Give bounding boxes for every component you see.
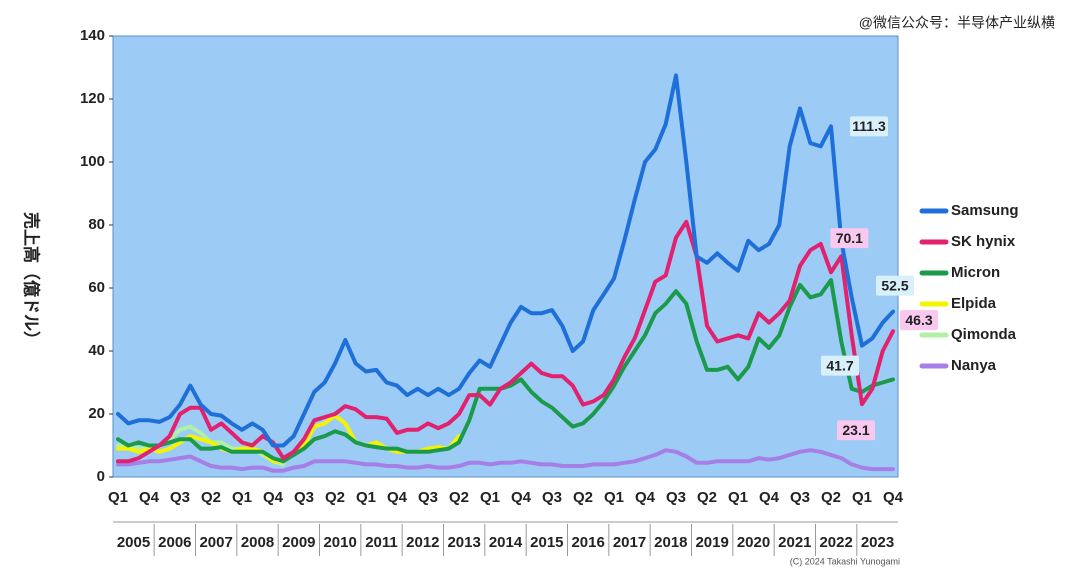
y-tick-label: 120 [80, 90, 105, 107]
year-label: 2018 [654, 534, 687, 551]
legend-label: Elpida [951, 295, 997, 312]
x-tick-label: Q1 [480, 489, 500, 506]
y-tick-label: 100 [80, 153, 105, 170]
x-tick-label: Q2 [821, 489, 841, 506]
value-label-box [821, 355, 859, 376]
year-label: 2005 [117, 534, 150, 551]
legend-label: Nanya [951, 357, 997, 374]
value-label: 111.3 [852, 118, 886, 134]
value-label-box [837, 420, 875, 441]
year-label: 2006 [158, 534, 191, 551]
legend-label: SK hynix [951, 233, 1016, 250]
watermark: @微信公众号：半导体产业纵横 [859, 15, 1055, 31]
year-label: 2008 [241, 534, 274, 551]
year-label: 2022 [819, 534, 852, 551]
y-tick-label: 140 [80, 27, 105, 44]
x-tick-label: Q4 [883, 489, 904, 506]
legend-label: Qimonda [951, 326, 1017, 343]
x-tick-label: Q3 [542, 489, 562, 506]
x-tick-label: Q1 [604, 489, 624, 506]
value-label: 41.7 [826, 357, 853, 373]
year-label: 2016 [571, 534, 604, 551]
x-tick-label: Q3 [790, 489, 810, 506]
y-tick-label: 80 [88, 216, 105, 233]
value-label: 46.3 [905, 312, 932, 328]
y-tick-label: 40 [88, 342, 105, 359]
y-tick-label: 20 [88, 405, 105, 422]
legend-label: Samsung [951, 202, 1019, 219]
x-tick-label: Q2 [573, 489, 593, 506]
year-label: 2023 [861, 534, 894, 551]
year-label: 2009 [282, 534, 315, 551]
legend-label: Micron [951, 264, 1000, 281]
y-tick-label: 0 [97, 468, 105, 485]
x-tick-label: Q1 [232, 489, 252, 506]
x-tick-label: Q4 [511, 489, 532, 506]
x-tick-label: Q4 [635, 489, 656, 506]
plot-area [112, 35, 899, 478]
year-label: 2021 [778, 534, 811, 551]
year-label: 2017 [613, 534, 646, 551]
credit: (C) 2024 Takashi Yunogami [790, 556, 900, 566]
value-label-box [830, 228, 869, 249]
x-tick-label: Q2 [449, 489, 469, 506]
value-label-box [850, 116, 888, 137]
year-label: 2019 [695, 534, 728, 551]
x-tick-label: Q3 [666, 489, 686, 506]
x-tick-label: Q4 [263, 489, 284, 506]
x-tick-label: Q1 [728, 489, 748, 506]
value-label-box [900, 310, 938, 331]
x-tick-label: Q3 [418, 489, 438, 506]
year-label: 2015 [530, 534, 563, 551]
x-tick-label: Q4 [139, 489, 160, 506]
x-tick-label: Q3 [170, 489, 190, 506]
year-label: 2007 [199, 534, 232, 551]
x-tick-label: Q1 [356, 489, 376, 506]
year-label: 2014 [489, 534, 523, 551]
x-tick-label: Q2 [697, 489, 717, 506]
value-label-box [876, 275, 914, 296]
series-line [116, 448, 895, 473]
x-tick-label: Q2 [325, 489, 345, 506]
series-line [116, 73, 895, 448]
x-tick-label: Q1 [852, 489, 872, 506]
y-tick-label: 60 [88, 279, 105, 296]
x-tick-label: Q2 [201, 489, 221, 506]
year-label: 2013 [447, 534, 480, 551]
x-tick-label: Q3 [294, 489, 314, 506]
y-axis-label: 売上高（億ドル） [22, 212, 42, 348]
year-label: 2020 [737, 534, 770, 551]
value-label: 70.1 [836, 230, 863, 246]
value-label: 52.5 [881, 277, 908, 293]
x-tick-label: Q1 [108, 489, 128, 506]
year-label: 2012 [406, 534, 439, 551]
x-tick-label: Q4 [759, 489, 780, 506]
year-label: 2010 [323, 534, 356, 551]
series-line [116, 219, 895, 464]
x-tick-label: Q4 [387, 489, 408, 506]
value-label: 23.1 [842, 422, 869, 438]
year-label: 2011 [365, 534, 398, 551]
